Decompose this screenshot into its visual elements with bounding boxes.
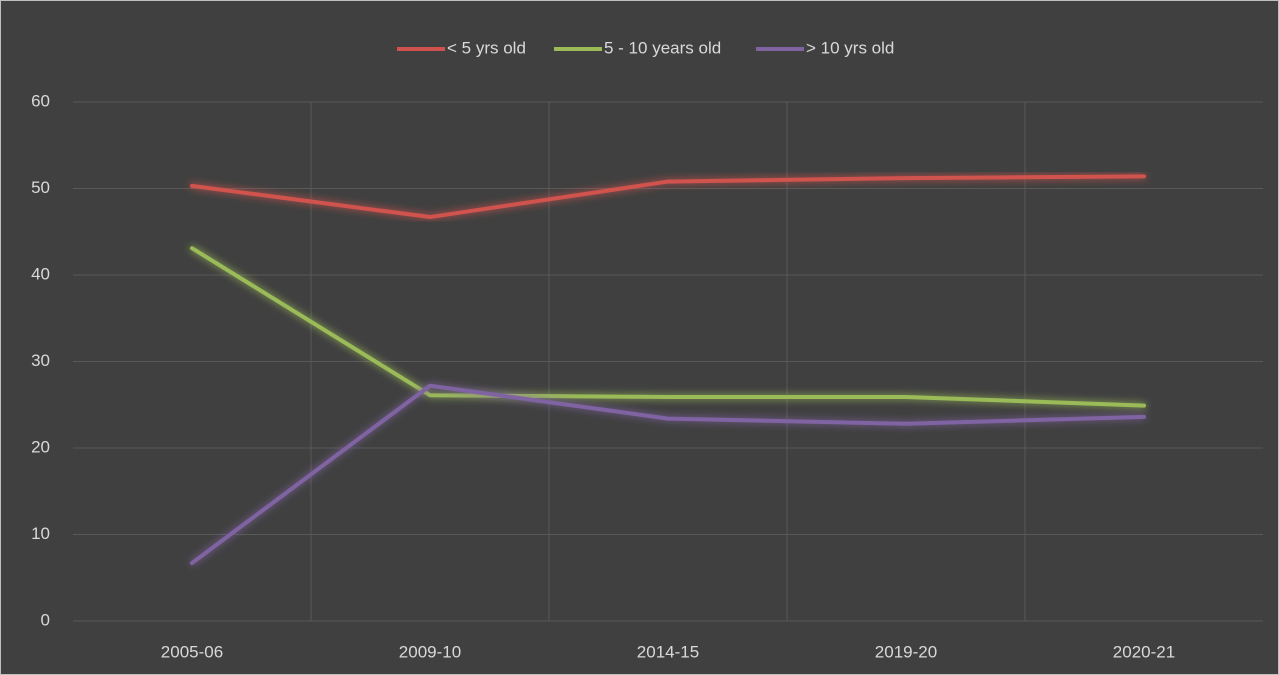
x-tick-label: 2009-10 bbox=[399, 642, 461, 661]
legend-label: > 10 yrs old bbox=[806, 38, 894, 57]
y-tick-label: 0 bbox=[41, 610, 50, 629]
y-tick-label: 10 bbox=[31, 524, 50, 543]
x-tick-label: 2019-20 bbox=[875, 642, 937, 661]
x-tick-label: 2020-21 bbox=[1113, 642, 1175, 661]
y-tick-label: 30 bbox=[31, 351, 50, 370]
y-tick-label: 50 bbox=[31, 178, 50, 197]
x-tick-label: 2014-15 bbox=[637, 642, 699, 661]
y-tick-label: 40 bbox=[31, 264, 50, 283]
series-line bbox=[190, 246, 1146, 408]
series-line bbox=[190, 174, 1146, 220]
y-tick-label: 60 bbox=[31, 91, 50, 110]
legend-label: < 5 yrs old bbox=[447, 38, 526, 57]
series-line bbox=[190, 383, 1146, 566]
x-tick-label: 2005-06 bbox=[161, 642, 223, 661]
y-tick-label: 20 bbox=[31, 437, 50, 456]
legend-label: 5 - 10 years old bbox=[604, 38, 721, 57]
